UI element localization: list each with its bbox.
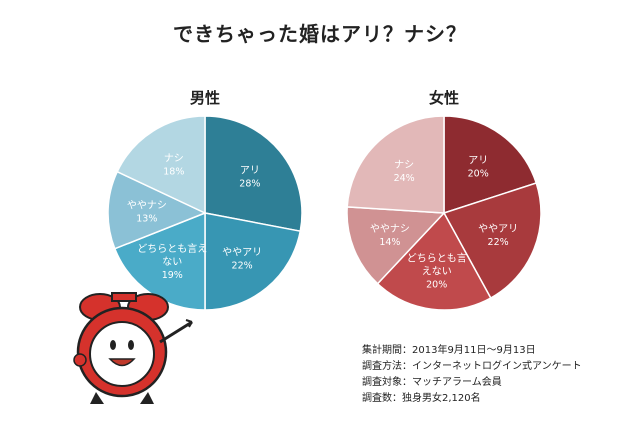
pie-slice-male-4 xyxy=(116,115,206,215)
pie-label-female-3: ややナシ 14% xyxy=(370,223,410,248)
pie-slice-female-1 xyxy=(442,182,542,300)
pie-slice-female-3 xyxy=(346,206,446,285)
pie-title-female: 女性 xyxy=(429,89,459,107)
pie-label-female-1: ややアリ 22% xyxy=(478,223,518,248)
pie-label-female-0: アリ 20% xyxy=(468,155,489,179)
pie-label-male-4: ナシ 18% xyxy=(163,152,184,177)
pie-label-male-3: ややナシ 13% xyxy=(127,200,167,225)
pie-slice-male-0 xyxy=(204,115,303,233)
pie-label-male-1: ややアリ 22% xyxy=(222,246,262,271)
page-title: できちゃった婚はアリ？ナシ？ xyxy=(173,22,467,46)
note-period: 集計期間：2013年9月11日～9月13日 xyxy=(362,345,536,356)
pie-slice-male-1 xyxy=(204,212,302,311)
note-count: 調査数：独身男女2,120名 xyxy=(362,393,481,404)
pie-slice-male-3 xyxy=(107,170,207,250)
pie-label-female-2: どちらとも言えない 20% xyxy=(407,252,467,291)
survey-notes: 集計期間：2013年9月11日～9月13日 調査方法：インターネットログイン式ア… xyxy=(362,343,582,407)
pie-title-male: 男性 xyxy=(190,89,220,107)
pie-slice-female-2 xyxy=(376,211,492,311)
pie-slice-female-0 xyxy=(443,115,538,215)
pie-label-female-4: ナシ 24% xyxy=(394,159,415,184)
note-target: 調査対象：マッチアラーム会員 xyxy=(362,377,502,388)
pie-label-male-0: アリ 28% xyxy=(239,165,260,189)
pie-label-male-2: どちらとも言えない 19% xyxy=(137,242,207,281)
note-method: 調査方法：インターネットログイン式アンケート xyxy=(362,361,582,372)
alarm-clock-mascot-icon xyxy=(73,292,193,404)
pie-slice-female-4 xyxy=(346,115,445,214)
